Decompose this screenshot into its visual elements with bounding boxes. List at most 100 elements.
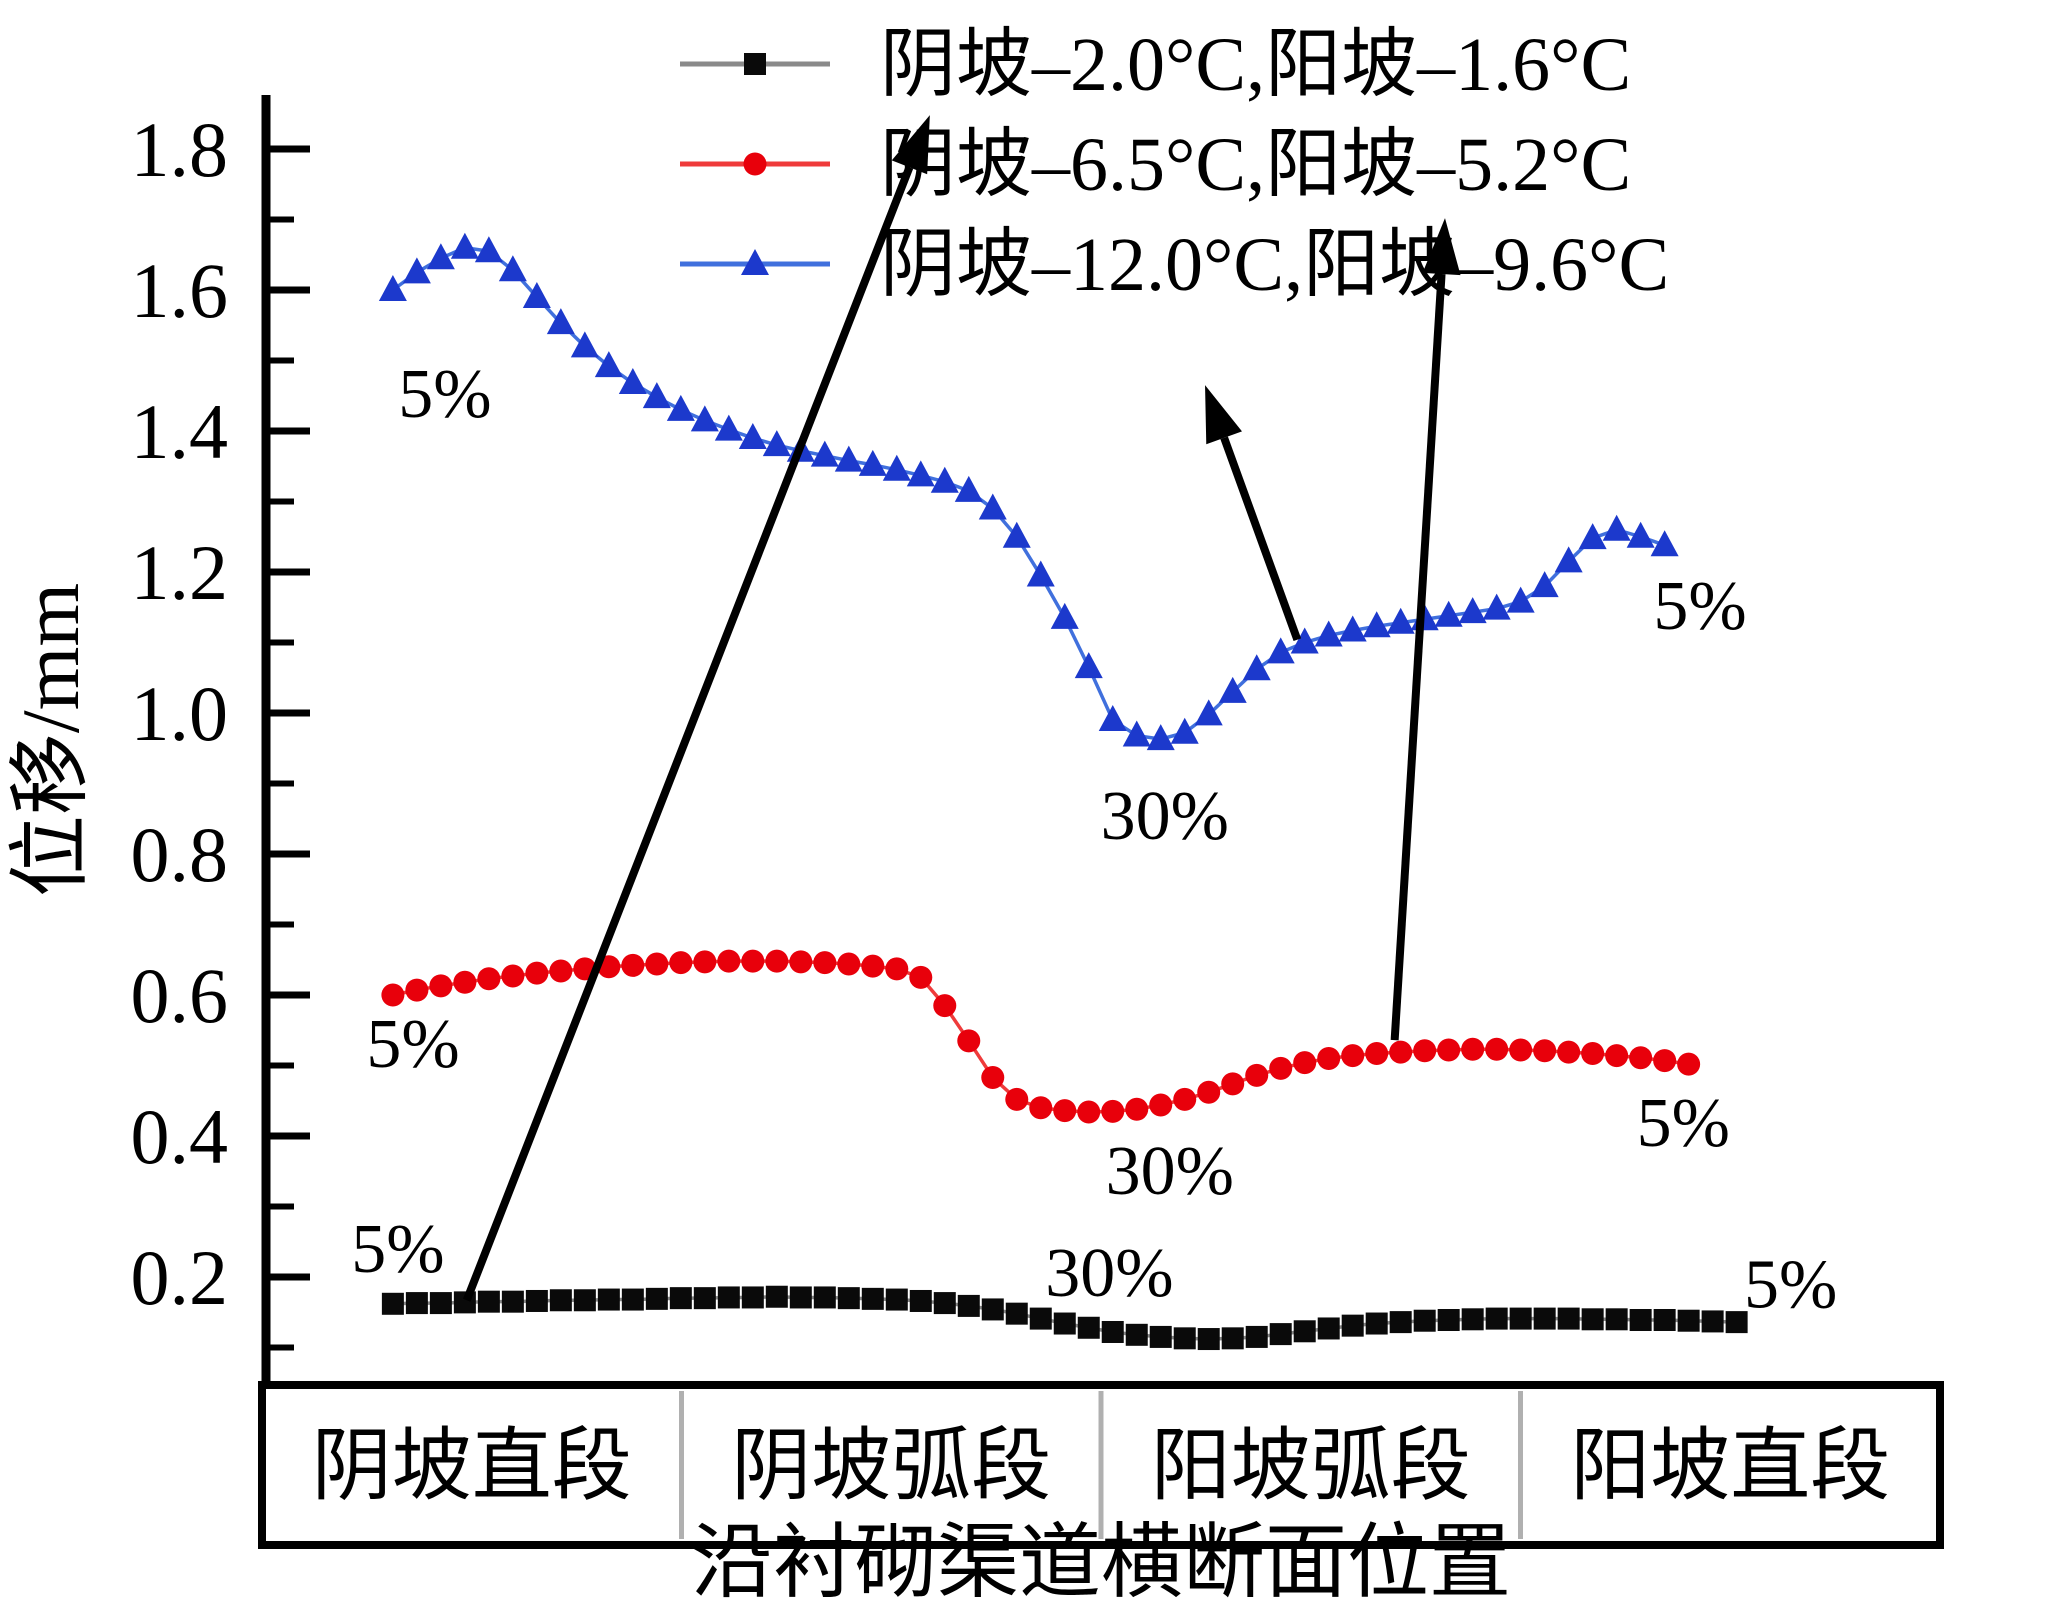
data-point-square: [1269, 1323, 1292, 1346]
data-point-circle: [933, 994, 957, 1018]
data-point-square: [1557, 1307, 1580, 1330]
data-point-square: [573, 1289, 596, 1312]
data-point-triangle: [741, 249, 769, 275]
data-point-circle: [717, 949, 741, 973]
y-tick-label: 0.6: [131, 952, 229, 1039]
data-point-triangle: [1098, 705, 1127, 732]
data-point-circle: [1293, 1051, 1317, 1075]
data-point-circle: [645, 952, 669, 976]
data-point-square: [1245, 1325, 1268, 1348]
data-point-circle: [1677, 1052, 1701, 1076]
data-point-circle: [981, 1065, 1005, 1089]
data-point-circle: [1413, 1039, 1437, 1063]
data-point-circle: [813, 951, 837, 975]
data-point-circle: [1053, 1099, 1077, 1123]
data-point-circle: [1077, 1100, 1101, 1124]
data-point-triangle: [474, 236, 503, 263]
data-point-circle: [909, 965, 933, 989]
leader-arrow-shaft: [462, 165, 914, 1302]
data-point-circle: [1389, 1040, 1413, 1064]
data-point-triangle: [1434, 600, 1463, 627]
data-point-circle: [1629, 1046, 1653, 1070]
data-point-circle: [1173, 1087, 1197, 1111]
data-point-square: [789, 1286, 812, 1309]
data-point-square: [1509, 1307, 1532, 1330]
annotation-arrows: [462, 115, 1461, 1302]
legend-label: 阴坡–2.0°C,阳坡–1.6°C: [880, 23, 1631, 107]
data-series: [378, 232, 1748, 1351]
data-point-triangle: [930, 466, 959, 493]
data-point-triangle: [618, 368, 647, 395]
data-point-circle: [669, 951, 693, 975]
data-point-square: [1101, 1320, 1124, 1343]
data-point-triangle: [1146, 724, 1175, 751]
data-point-triangle: [1554, 546, 1583, 573]
data-point-triangle: [954, 475, 983, 502]
data-point-triangle: [882, 454, 911, 481]
data-point-triangle: [690, 405, 719, 432]
data-point-square: [1677, 1309, 1700, 1332]
data-point-triangle: [1362, 611, 1391, 638]
data-point-square: [405, 1292, 428, 1315]
data-point-square: [1437, 1309, 1460, 1332]
data-point-square: [525, 1289, 548, 1312]
data-point-triangle: [1506, 586, 1535, 613]
data-point-square: [645, 1287, 668, 1310]
data-point-triangle: [450, 232, 479, 259]
annotation-5pct: 5%: [1744, 1246, 1837, 1323]
data-point-circle: [789, 950, 813, 974]
data-point-triangle: [378, 275, 407, 301]
data-point-triangle: [498, 255, 527, 282]
data-point-triangle: [1338, 615, 1367, 642]
data-point-triangle: [1170, 717, 1199, 744]
data-point-circle: [1125, 1097, 1149, 1121]
data-point-circle: [1221, 1072, 1245, 1096]
data-point-triangle: [1074, 652, 1103, 679]
data-point-square: [477, 1290, 500, 1313]
data-point-circle: [741, 949, 765, 973]
data-point-square: [957, 1294, 980, 1317]
data-point-square: [744, 53, 766, 75]
leader-arrow-head: [1422, 218, 1461, 276]
data-point-circle: [957, 1029, 981, 1053]
series-markers-circle: [381, 949, 1701, 1124]
data-point-triangle: [978, 493, 1007, 520]
data-point-square: [549, 1289, 572, 1312]
data-point-square: [1053, 1312, 1076, 1335]
data-point-square: [1605, 1308, 1628, 1331]
data-point-circle: [549, 959, 573, 983]
data-point-triangle: [1650, 530, 1679, 557]
data-point-square: [1149, 1325, 1172, 1348]
data-point-triangle: [1266, 637, 1295, 664]
data-point-triangle: [1626, 521, 1655, 548]
data-point-circle: [1317, 1046, 1341, 1070]
data-point-circle: [1341, 1044, 1365, 1068]
leader-arrow-shaft: [1390, 273, 1446, 1041]
legend-label: 阴坡–12.0°C,阳坡–9.6°C: [880, 223, 1669, 307]
data-point-triangle: [570, 331, 599, 358]
data-point-triangle: [522, 282, 551, 309]
data-point-square: [1197, 1328, 1220, 1351]
data-point-square: [909, 1289, 932, 1312]
category-label: 阳坡直段: [1570, 1423, 1890, 1511]
data-point-square: [669, 1287, 692, 1310]
data-point-circle: [1485, 1037, 1509, 1061]
data-point-square: [765, 1285, 788, 1308]
data-point-square: [1173, 1327, 1196, 1350]
data-point-circle: [525, 961, 549, 985]
data-point-square: [1413, 1309, 1436, 1332]
data-point-circle: [1437, 1038, 1461, 1062]
data-point-square: [1029, 1307, 1052, 1330]
data-point-square: [597, 1288, 620, 1311]
data-point-square: [717, 1286, 740, 1309]
data-point-circle: [743, 152, 767, 176]
data-point-circle: [1581, 1042, 1605, 1066]
data-point-square: [1221, 1327, 1244, 1350]
data-point-circle: [1101, 1099, 1125, 1123]
data-point-triangle: [1530, 571, 1559, 598]
data-point-triangle: [594, 351, 623, 378]
data-point-circle: [1365, 1042, 1389, 1066]
annotation-30pct: 30%: [1106, 1133, 1234, 1210]
y-tick-label: 1.8: [131, 106, 229, 193]
